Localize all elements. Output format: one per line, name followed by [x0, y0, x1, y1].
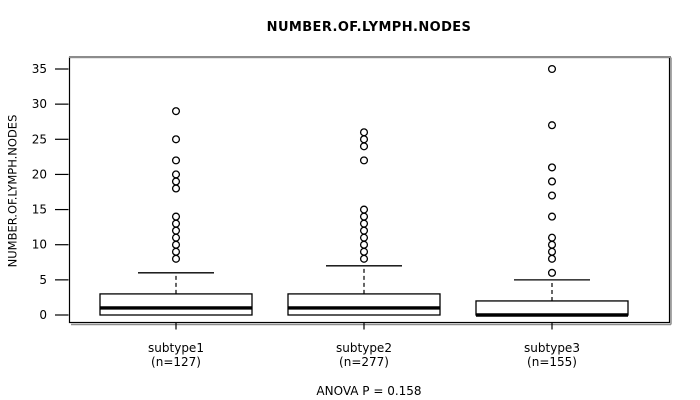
y-tick-label: 20 — [32, 167, 47, 181]
y-tick-label: 30 — [32, 97, 47, 111]
box — [287, 293, 441, 316]
outlier-point — [171, 170, 181, 179]
group-label: subtype3 — [524, 341, 580, 355]
y-tick-label: 15 — [32, 203, 47, 217]
outlier-point — [547, 163, 557, 172]
group-label: subtype2 — [336, 341, 392, 355]
group-sublabel: (n=155) — [527, 355, 577, 369]
anova-annotation: ANOVA P = 0.158 — [316, 384, 422, 398]
y-tick-label: 25 — [32, 132, 47, 146]
outlier-point — [547, 268, 557, 277]
group-sublabel: (n=127) — [151, 355, 201, 369]
outlier-point — [547, 233, 557, 242]
outlier-point — [171, 135, 181, 144]
outlier-point — [359, 156, 369, 165]
outlier-point — [547, 177, 557, 186]
box — [475, 300, 629, 316]
outlier-point — [547, 212, 557, 221]
outlier-point — [547, 121, 557, 130]
y-tick-label: 5 — [39, 273, 47, 287]
y-tick-label: 35 — [32, 62, 47, 76]
plot-frame — [68, 56, 671, 324]
outlier-point — [359, 128, 369, 137]
y-tick-label: 0 — [39, 308, 47, 322]
outlier-point — [359, 205, 369, 214]
outlier-point — [547, 191, 557, 200]
box — [99, 293, 253, 316]
outlier-point — [171, 156, 181, 165]
group-sublabel: (n=277) — [339, 355, 389, 369]
outlier-point — [171, 212, 181, 221]
outlier-point — [171, 107, 181, 116]
chart-title: NUMBER.OF.LYMPH.NODES — [266, 20, 472, 35]
y-tick-label: 10 — [32, 238, 47, 252]
outlier-point — [547, 64, 557, 74]
group-label: subtype1 — [148, 341, 204, 355]
